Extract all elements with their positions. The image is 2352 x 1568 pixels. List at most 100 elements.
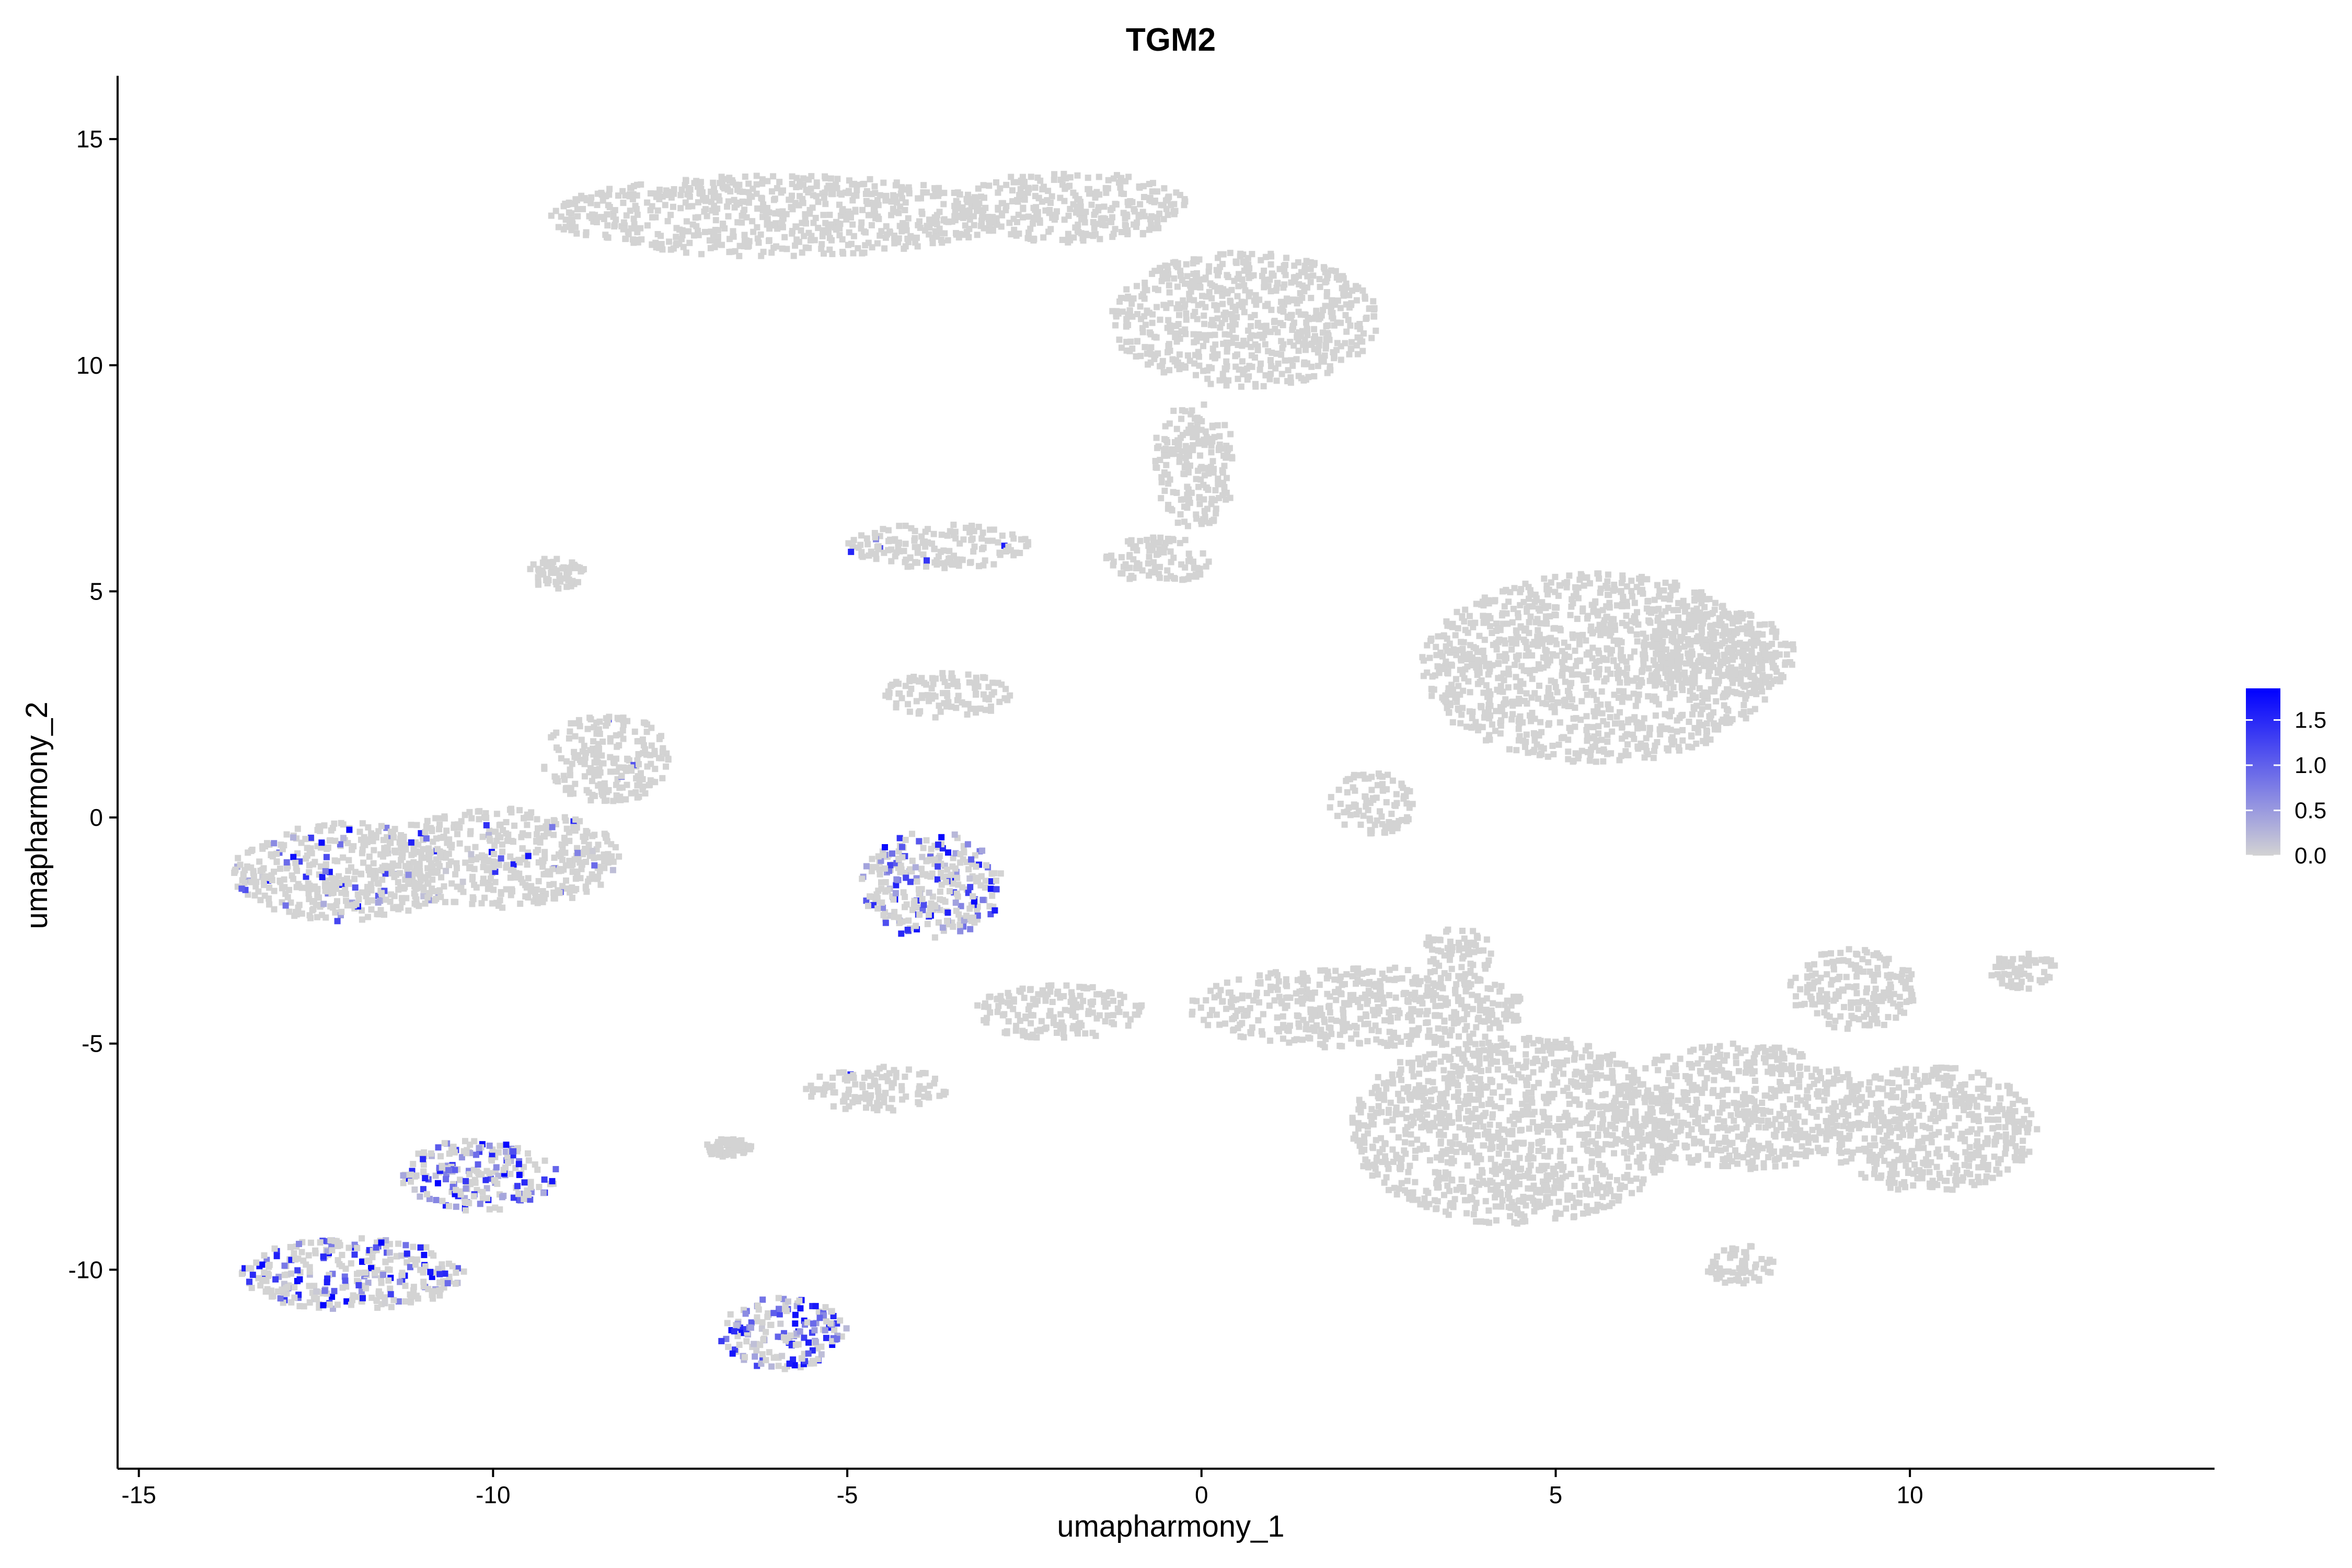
cell-point (266, 884, 273, 891)
cell-point (1750, 686, 1757, 693)
cell-point (827, 175, 834, 182)
cell-point (1201, 508, 1208, 514)
cell-point (1161, 436, 1168, 443)
cell-point (298, 884, 305, 891)
cell-point (1183, 261, 1190, 268)
cell-point (1213, 267, 1220, 273)
cell-point (1154, 445, 1161, 452)
cell-point (398, 851, 405, 858)
cell-point (410, 859, 417, 866)
cell-point (487, 882, 493, 889)
cell-point (1583, 713, 1590, 720)
cell-point (1167, 476, 1173, 483)
cell-point (1241, 366, 1248, 373)
cell-point (1663, 646, 1669, 653)
cell-point (1668, 637, 1675, 643)
cell-point (1565, 643, 1572, 650)
cell-point (548, 569, 555, 576)
cell-point (1684, 603, 1690, 610)
cell-point (365, 864, 372, 871)
cell-point (1156, 539, 1162, 546)
cell-point (516, 807, 523, 814)
cell-point (1170, 408, 1177, 414)
cell-point (896, 223, 903, 229)
cell-point (1061, 216, 1068, 223)
cell-point (1509, 702, 1516, 709)
cell-point (1428, 693, 1435, 699)
cell-point (1204, 375, 1211, 382)
cell-point (801, 233, 808, 239)
cell-point (1501, 677, 1507, 684)
cell-point (356, 828, 363, 835)
cell-point (990, 561, 997, 568)
cell-point (1708, 712, 1714, 719)
cell-point (546, 882, 553, 888)
cell-point (1320, 307, 1327, 314)
cell-point (1472, 619, 1479, 626)
cell-point (911, 897, 918, 904)
cell-point (1712, 682, 1719, 689)
cell-point (359, 916, 365, 923)
cell-point (796, 183, 803, 190)
cell-point (926, 912, 932, 918)
cell-point (850, 537, 857, 544)
cell-point (1602, 656, 1609, 663)
cell-point (599, 791, 606, 798)
cell-point (1679, 737, 1686, 744)
cell-point (1604, 585, 1611, 591)
cell-point (1589, 644, 1596, 651)
cell-point (1746, 611, 1753, 618)
cell-point (618, 773, 625, 779)
cell-point (1114, 172, 1120, 179)
cell-point (318, 839, 325, 846)
cell-point (998, 223, 1005, 230)
cell-point (558, 841, 565, 848)
cell-point (535, 847, 541, 854)
cell-point (481, 894, 488, 901)
cell-point (670, 203, 676, 210)
cell-point (882, 692, 889, 699)
cell-point (1200, 343, 1206, 350)
cell-point (525, 894, 532, 901)
cell-point (689, 203, 696, 210)
cell-point (892, 890, 899, 896)
cell-point (580, 206, 586, 212)
cell-point (965, 866, 972, 873)
cell-point (1594, 610, 1601, 617)
cell-point (871, 529, 878, 536)
cell-point (935, 841, 941, 848)
cell-point (753, 181, 760, 188)
cell-point (1596, 621, 1603, 628)
cell-point (1137, 538, 1144, 545)
cell-point (1229, 327, 1236, 333)
cell-point (290, 834, 296, 841)
cell-point (559, 857, 566, 863)
cell-point (1149, 319, 1156, 326)
cell-point (1310, 272, 1317, 279)
cell-point (1730, 656, 1736, 663)
cell-point (867, 893, 873, 900)
cell-point (1176, 351, 1183, 358)
cell-point (797, 193, 803, 200)
cell-point (552, 777, 559, 784)
cell-point (594, 745, 601, 752)
cell-point (1748, 649, 1755, 656)
cell-point (760, 201, 767, 208)
cell-point (307, 834, 314, 841)
cell-point (1295, 348, 1302, 354)
cell-point (978, 535, 985, 542)
cell-point (923, 563, 929, 570)
cell-point (889, 682, 896, 688)
cell-point (1359, 348, 1366, 354)
cell-point (1559, 659, 1565, 665)
cell-point (1645, 665, 1652, 672)
cell-point (1288, 357, 1295, 364)
cell-point (1162, 423, 1169, 430)
cell-point (320, 901, 327, 907)
cell-point (1458, 639, 1464, 645)
cell-point (879, 899, 885, 906)
cell-point (920, 182, 927, 189)
cell-point (742, 174, 748, 180)
cell-point (572, 827, 579, 834)
cell-point (1235, 283, 1242, 290)
